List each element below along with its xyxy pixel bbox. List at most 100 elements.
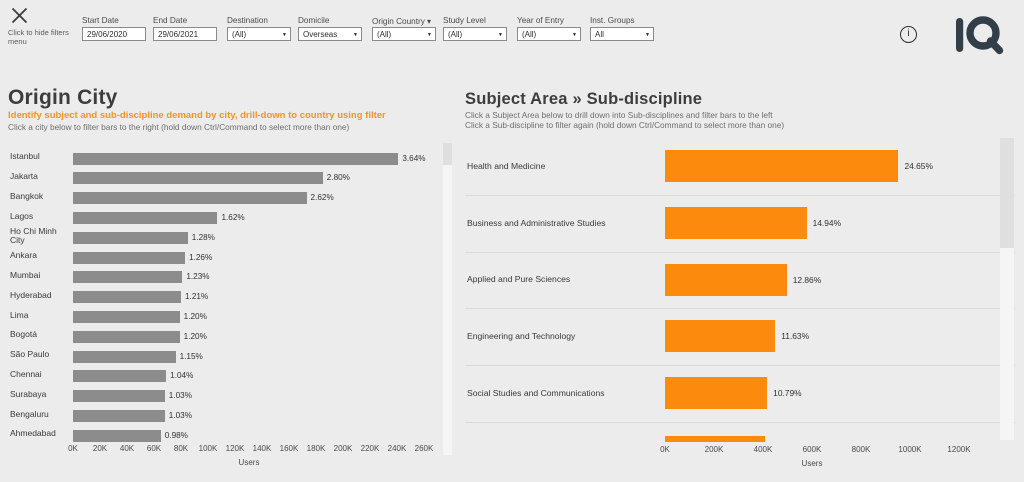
bar-subject-partial[interactable] [665,436,766,442]
close-icon [11,7,28,24]
filter-dropdown-7[interactable]: All ▼ [590,27,654,41]
category-label-city[interactable]: Jakarta [10,171,38,182]
info-icon[interactable]: i [900,26,917,43]
row-separator [465,194,1015,196]
bar-city[interactable] [73,350,176,363]
bar-subject[interactable] [665,263,787,296]
filter-input-0[interactable]: 29/06/2020 [82,27,146,41]
x-axis-tick: 140K [252,444,272,453]
bar-value-label: 1.26% [189,252,213,262]
x-axis-tick: 1200K [947,445,971,454]
bar-city[interactable] [73,429,161,442]
x-axis-tick: 20K [92,444,108,453]
bar-city[interactable] [73,172,323,185]
category-label-subject[interactable]: Business and Administrative Studies [467,217,606,228]
close-filters-button[interactable] [11,7,28,24]
right-chart-scrollbar-thumb[interactable] [1000,138,1014,248]
bar-city[interactable] [73,251,186,264]
bar-city[interactable] [73,310,180,323]
category-label-city[interactable]: Mumbai [10,270,41,281]
filter-dropdown-2[interactable]: (All) ▼ [227,27,291,41]
hide-filters-hint: Click to hide filters menu [8,28,69,46]
filter-label-end-date: End Date [153,16,188,25]
dropdown-arrow-icon: ▼ [645,32,650,38]
bar-city[interactable] [73,330,180,343]
left-chart-scrollbar-thumb[interactable] [443,143,452,165]
bar-city[interactable] [73,291,181,304]
x-axis-tick: 100K [198,444,218,453]
bar-value-label: 1.28% [191,232,215,242]
x-axis-title: Users [801,459,823,468]
bar-value-label: 1.03% [168,410,193,420]
bar-subject[interactable] [665,206,807,239]
filter-input-1[interactable]: 29/06/2021 [153,27,217,41]
category-label-city[interactable]: Ankara [10,250,37,261]
category-label-city[interactable]: Lima [10,309,29,320]
category-label-city[interactable]: Bengaluru [10,408,49,419]
left-chart-hint: Click a city below to filter bars to the… [8,122,350,132]
bar-value-label: 1.23% [186,272,210,282]
bar-subject[interactable] [665,377,768,410]
filter-dropdown-5[interactable]: (All) ▼ [443,27,507,41]
filter-dropdown-4[interactable]: (All) ▼ [372,27,436,41]
x-axis-tick: 1000K [898,445,922,454]
bar-city[interactable] [73,152,399,165]
bar-value-label: 11.63% [781,331,810,342]
dropdown-arrow-icon: ▼ [353,32,358,38]
bar-city[interactable] [73,192,307,205]
left-chart-scrollbar[interactable] [443,143,452,455]
bar-value-label: 1.21% [185,292,209,302]
bar-city[interactable] [73,370,167,383]
filter-dropdown-6[interactable]: (All) ▼ [517,27,581,41]
bar-city[interactable] [73,409,165,422]
bar-value-label: 2.62% [310,193,334,203]
category-label-city[interactable]: Ahmedabad [10,428,56,439]
bar-value-label: 1.03% [168,391,193,401]
x-axis-tick: 220K [360,444,380,453]
category-label-city[interactable]: Ho Chi Minh City [10,225,57,246]
bar-city[interactable] [73,390,165,403]
bar-city[interactable] [73,231,188,244]
filter-label-study-level: Study Level [443,16,486,25]
category-label-subject[interactable]: Social Studies and Communications [467,388,605,399]
category-label-city[interactable]: Hyderabad [10,289,52,300]
bar-value-label: 1.20% [183,311,207,321]
bar-value-label: 1.62% [221,212,245,222]
filter-label-domicile: Domicile [298,16,330,25]
bar-value-label: 0.98% [164,430,188,440]
x-axis-tick: 400K [753,445,773,454]
x-axis-tick: 260K [414,444,434,453]
category-label-city[interactable]: São Paulo [10,349,50,360]
category-label-city[interactable]: Bogotá [10,329,37,340]
bar-subject[interactable] [665,320,776,353]
category-label-city[interactable]: Surabaya [10,388,47,399]
right-chart-title: Subject Area » Sub-discipline [465,90,703,108]
category-label-city[interactable]: Chennai [10,369,42,380]
iq-logo [954,15,1008,60]
bar-subject[interactable] [665,150,899,182]
category-label-city[interactable]: Lagos [10,210,34,221]
bar-city[interactable] [73,271,183,284]
category-label-subject[interactable]: Applied and Pure Sciences [467,274,571,285]
bar-city[interactable] [73,211,218,224]
category-label-subject[interactable]: Engineering and Technology [467,331,576,342]
filter-label-start-date: Start Date [82,16,119,25]
x-axis-tick: 200K [333,444,353,453]
bar-value-label: 1.15% [179,351,203,361]
category-label-subject[interactable]: Health and Medicine [467,160,546,171]
x-axis-title: Users [238,458,260,467]
category-label-city[interactable]: Istanbul [10,151,40,162]
left-chart-title: Origin City [8,86,118,109]
x-axis-tick: 60K [146,444,162,453]
dropdown-arrow-icon: ▼ [498,32,503,38]
x-axis-tick: 240K [387,444,407,453]
filter-label-origin-country: Origin Country ▾ [372,17,432,26]
x-axis-tick: 0K [660,445,670,454]
bar-value-label: 2.80% [326,173,350,183]
filter-label-year-of-entry: Year of Entry [517,16,565,25]
x-axis-tick: 0K [68,444,78,453]
x-axis-tick: 160K [279,444,299,453]
filter-dropdown-3[interactable]: Overseas ▼ [298,27,362,41]
category-label-city[interactable]: Bangkok [10,190,44,201]
